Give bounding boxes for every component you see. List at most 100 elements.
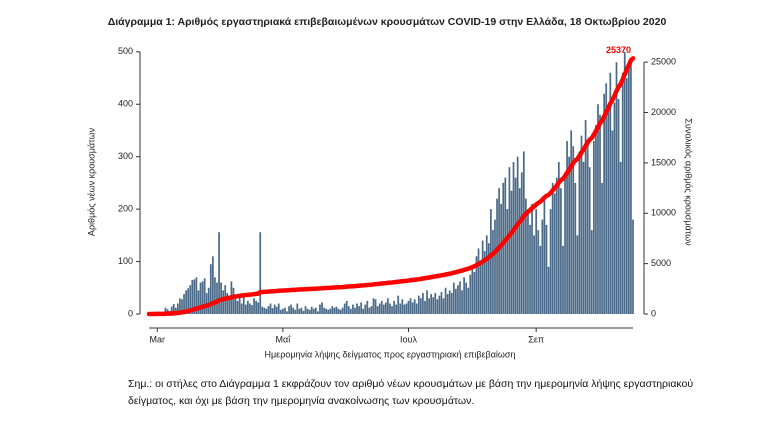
bar (529, 224, 531, 314)
bar (547, 266, 550, 314)
bar (395, 304, 398, 314)
y-axis-title: Αριθμός νέων κρουσμάτων (86, 127, 96, 236)
bar (337, 308, 340, 314)
bar (349, 308, 352, 314)
bar (236, 300, 239, 314)
bar (605, 83, 608, 315)
bar (549, 209, 552, 314)
bar (310, 306, 313, 314)
bar (343, 303, 346, 314)
bar (603, 93, 606, 314)
bar (525, 198, 527, 314)
bar (401, 299, 404, 314)
bar (438, 295, 441, 314)
bar (481, 240, 484, 314)
bar (533, 235, 535, 314)
bar (537, 230, 540, 314)
bar (265, 308, 268, 314)
bar (580, 135, 583, 314)
bar (282, 308, 284, 314)
bar (417, 295, 420, 314)
bar (564, 172, 566, 314)
bar (393, 300, 395, 314)
bar (492, 230, 494, 314)
bar (623, 51, 626, 314)
bar (568, 156, 570, 314)
y2-tick-label: 25000 (651, 57, 676, 67)
bar (183, 294, 185, 314)
bar (619, 161, 622, 314)
chart-title: Διάγραμμα 1: Αριθμός εργαστηριακά επιβεβ… (108, 16, 667, 28)
bar (352, 304, 354, 314)
bar (296, 303, 299, 314)
bar (325, 308, 327, 314)
bar (592, 140, 595, 314)
bar (286, 311, 288, 314)
bar (226, 293, 229, 314)
bar (240, 303, 243, 314)
bar (609, 72, 612, 315)
bar (504, 177, 507, 314)
bar (527, 209, 529, 314)
bar (341, 307, 344, 314)
bar (477, 248, 480, 314)
bar (459, 281, 461, 314)
bar (487, 243, 490, 314)
bar (222, 290, 225, 314)
bar (590, 230, 593, 314)
bar (553, 193, 556, 314)
bar (574, 182, 577, 314)
bar (374, 299, 377, 314)
bar (424, 300, 426, 314)
bar (179, 298, 181, 314)
bar (531, 203, 533, 314)
bar (360, 302, 363, 314)
bar (557, 161, 560, 314)
bar (302, 310, 305, 314)
bar (434, 293, 437, 314)
bar (613, 102, 616, 314)
bar (364, 304, 367, 314)
bar (490, 209, 492, 314)
bar (595, 125, 597, 314)
bar (366, 300, 369, 314)
cumulative-line (146, 56, 636, 317)
bar (500, 203, 503, 314)
bar (191, 279, 194, 314)
bar (207, 287, 210, 314)
bar (543, 198, 546, 314)
bar (284, 307, 286, 314)
bar (496, 198, 498, 314)
bar (298, 308, 301, 314)
bar (329, 308, 332, 314)
y2-tick-label: 15000 (651, 157, 676, 167)
bar (234, 298, 237, 314)
bar (319, 304, 321, 314)
bar (380, 300, 383, 314)
y2-tick-label: 10000 (651, 208, 676, 218)
bar (209, 264, 212, 314)
bar (428, 298, 430, 314)
bar (214, 277, 216, 314)
bar (263, 307, 266, 314)
bar (294, 309, 297, 314)
bar (164, 307, 167, 314)
bar (578, 151, 581, 314)
bar (339, 309, 342, 314)
bar (475, 256, 478, 314)
bar (405, 303, 408, 314)
bar (397, 295, 400, 314)
bar (304, 306, 307, 314)
bar (170, 306, 173, 314)
bar (457, 285, 459, 314)
bar (187, 288, 190, 314)
bar (485, 235, 488, 314)
bar (199, 282, 202, 314)
bar (185, 290, 187, 314)
y2-tick-label: 20000 (651, 107, 676, 117)
bar (389, 303, 391, 314)
bar (261, 306, 264, 314)
bar (588, 167, 591, 314)
bar (426, 290, 428, 314)
bar (407, 300, 410, 314)
